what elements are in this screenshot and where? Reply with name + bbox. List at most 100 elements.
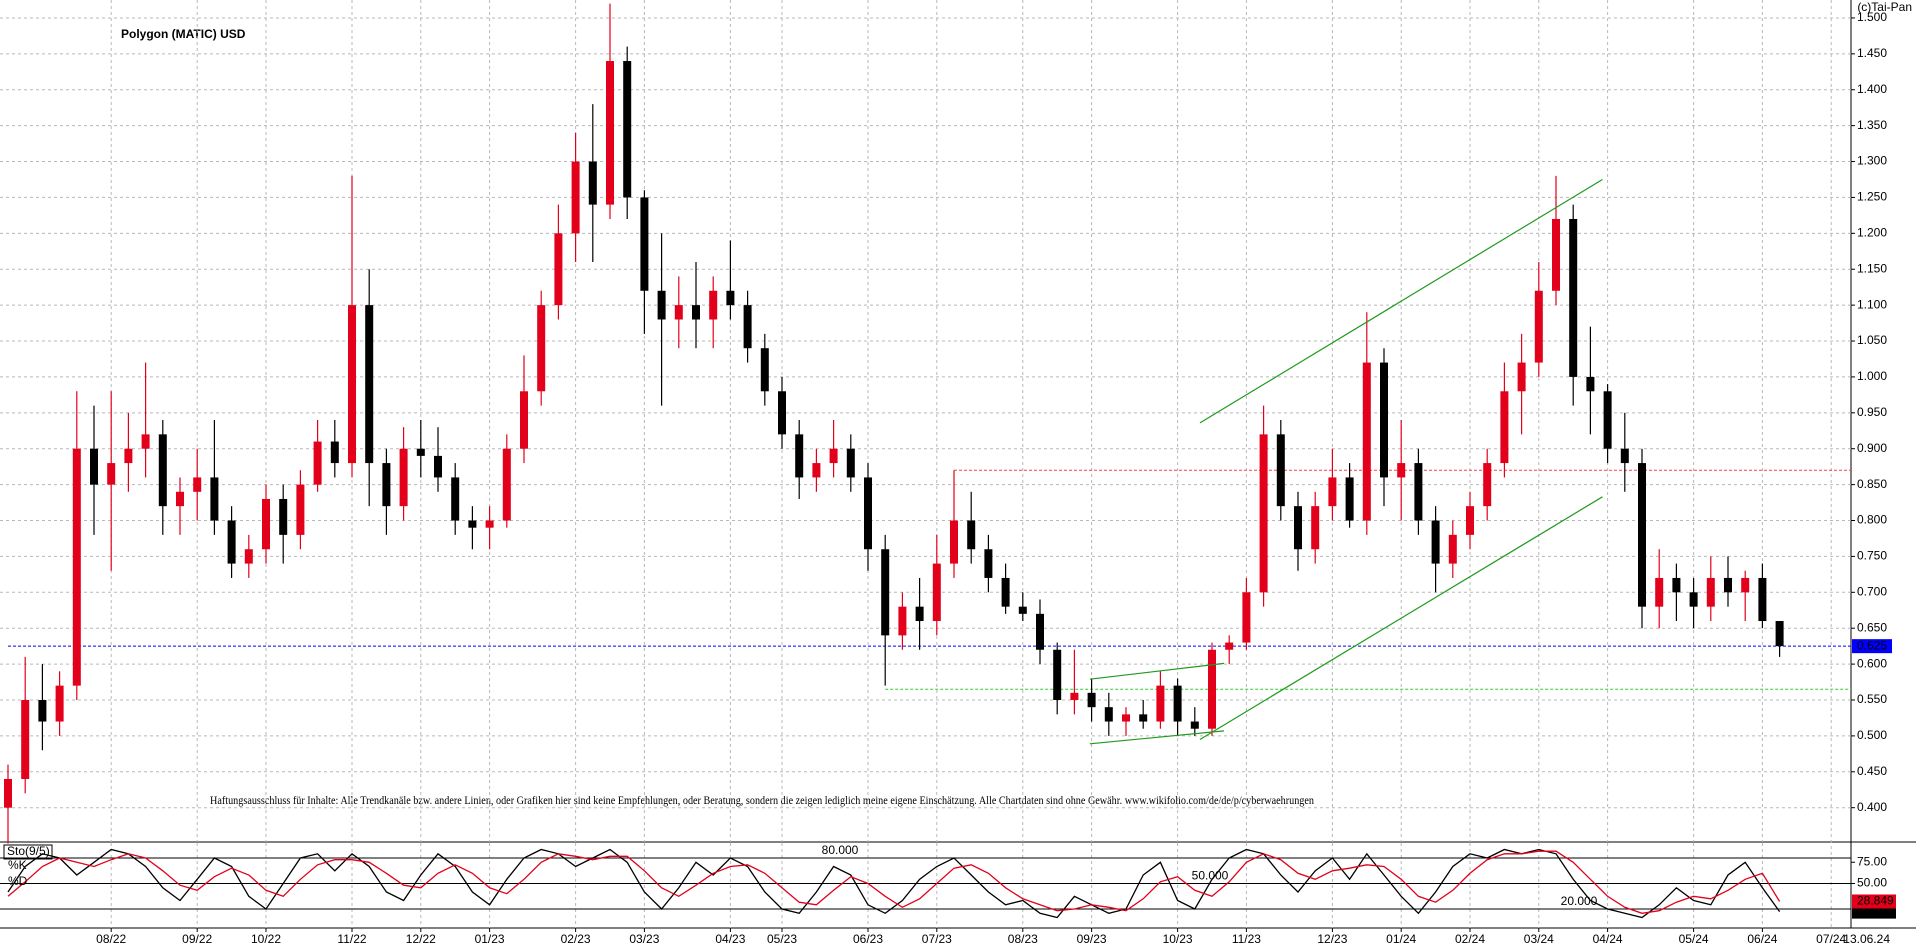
candle-body <box>778 391 786 435</box>
candle-body <box>72 448 81 686</box>
candle-body <box>365 305 374 464</box>
candle-body <box>1328 477 1337 507</box>
candle-body <box>1225 642 1234 650</box>
legend-entry: %K <box>8 858 27 872</box>
candle-body <box>1569 218 1578 377</box>
y-tick-label: 1.300 <box>1857 154 1887 168</box>
candle-body <box>193 477 202 492</box>
y-tick-label: 0.700 <box>1857 584 1887 598</box>
y-tick-label: 0.900 <box>1857 441 1887 455</box>
candle-body <box>485 520 494 528</box>
candle-body <box>692 305 700 320</box>
x-tick-label: 02/23 <box>561 932 591 946</box>
candle-body <box>1362 362 1371 521</box>
y-tick-label: 75.00 <box>1857 854 1887 868</box>
x-tick-label: 10/22 <box>251 932 281 946</box>
candle-body <box>1706 577 1715 607</box>
x-tick-label: 08/23 <box>1008 932 1038 946</box>
x-tick-label: 06/24 <box>1747 932 1777 946</box>
x-tick-label: 07/24 <box>1816 932 1846 946</box>
candle-body <box>210 477 219 521</box>
candle-body <box>434 455 442 478</box>
chart-title: Polygon (MATIC) USD <box>121 27 246 41</box>
candle-body <box>1294 506 1302 550</box>
candle-body <box>1053 649 1062 700</box>
candle-body <box>674 305 683 320</box>
candle-body <box>1156 685 1165 722</box>
trend-line <box>1089 730 1225 745</box>
candle-body <box>1552 218 1560 291</box>
x-tick-label: 07/23 <box>922 932 952 946</box>
candle-body <box>107 463 116 485</box>
candle-body <box>1242 592 1251 643</box>
y-tick-label: 50.00 <box>1857 876 1887 890</box>
candle-body <box>932 563 941 622</box>
candle-body <box>38 700 47 722</box>
candle-body <box>743 305 752 349</box>
x-tick-label: 12/22 <box>406 932 436 946</box>
x-tick-label: 04/23 <box>715 932 745 946</box>
x-tick-label: 09/23 <box>1077 932 1107 946</box>
candle-body <box>1483 463 1492 507</box>
trend-line <box>1199 496 1603 741</box>
x-tick-label: 05/23 <box>767 932 797 946</box>
y-tick-label: 0.850 <box>1857 477 1887 491</box>
candle-body <box>829 448 838 464</box>
candle-body <box>176 491 184 507</box>
x-tick-label: 11/23 <box>1232 932 1261 946</box>
candle-body <box>812 463 821 478</box>
x-tick-label: 01/24 <box>1386 932 1416 946</box>
candle-body <box>1534 290 1543 363</box>
candle-body <box>1517 362 1526 392</box>
candle-body <box>1018 606 1027 614</box>
x-tick-label: 03/23 <box>629 932 659 946</box>
candle-body <box>1689 592 1698 607</box>
candle-body <box>1655 577 1664 607</box>
x-tick-label: 08/22 <box>96 932 126 946</box>
last-date: 13.06.24 <box>1843 932 1890 946</box>
candle-body <box>1775 621 1784 647</box>
y-tick-label: 0.950 <box>1857 405 1887 419</box>
y-tick-label: 0.400 <box>1857 800 1887 814</box>
level-label: 50.000 <box>1192 869 1229 883</box>
indicator-line <box>7 848 1781 919</box>
x-tick-label: 06/23 <box>853 932 883 946</box>
level-label: 0.625 <box>1857 638 1887 652</box>
y-tick-label: 0.500 <box>1857 728 1887 742</box>
candle-body <box>244 549 253 564</box>
candle-body <box>1087 692 1096 708</box>
candle-body <box>124 448 133 464</box>
candle-body <box>1036 613 1044 650</box>
x-tick-label: 03/24 <box>1524 932 1554 946</box>
x-tick-label: 12/23 <box>1317 932 1347 946</box>
candle-body <box>915 606 924 622</box>
candle-body <box>898 606 907 636</box>
candle-body <box>468 520 477 528</box>
indicator-title: Sto(9/5) <box>7 844 50 858</box>
last-value-label: 28.849 <box>1857 894 1894 908</box>
x-tick-label: 09/22 <box>182 932 212 946</box>
indicator-line <box>7 850 1781 914</box>
candle-body <box>330 441 339 464</box>
candle-body <box>984 549 993 578</box>
y-tick-label: 0.450 <box>1857 764 1887 778</box>
x-tick-label: 02/24 <box>1455 932 1485 946</box>
source-label: (c)Tai-Pan <box>1857 0 1912 14</box>
candle-body <box>1448 534 1457 564</box>
candle-body <box>864 477 872 550</box>
candle-body <box>399 448 408 507</box>
candle-body <box>296 484 305 535</box>
candle-body <box>451 477 460 521</box>
candle-body <box>571 161 580 234</box>
candle-body <box>158 434 167 507</box>
candle-body <box>1190 721 1199 729</box>
candle-body <box>1001 577 1010 607</box>
candle-body <box>1311 506 1320 550</box>
disclaimer: Haftungsausschluss für Inhalte: Alle Tre… <box>210 793 1314 807</box>
candle-body <box>55 685 64 722</box>
candle-body <box>1397 463 1406 478</box>
candle-body <box>1431 520 1440 564</box>
candle-body <box>726 290 735 306</box>
y-tick-label: 1.200 <box>1857 226 1887 240</box>
